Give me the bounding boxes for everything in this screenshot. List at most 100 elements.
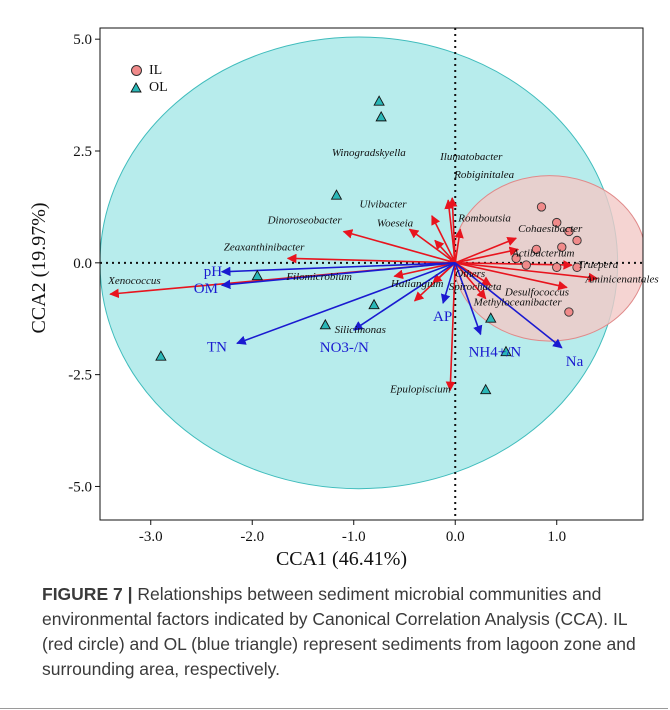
env-label-nh4-n: NH4+/N [469, 344, 522, 360]
species-label-zeaxanthinibacter: Zeaxanthinibacter [224, 241, 305, 253]
point-ol-5 [319, 318, 332, 330]
y-tick-label: -2.5 [68, 368, 92, 384]
species-label-ulvibacter: Ulvibacter [360, 198, 408, 210]
point-il-5 [531, 244, 542, 255]
ellipse-layer [100, 36, 643, 490]
env-arrow-nh4-n [454, 262, 483, 336]
point-il-3 [572, 235, 582, 246]
plot-frame [99, 27, 644, 521]
species-arrow-dinoroseobacter [342, 229, 456, 264]
point-ol-2 [330, 189, 343, 200]
species-label-cohaesibacter: Cohaesibacter [518, 223, 583, 235]
species-label-desulfococcus: Desulfococcus [504, 286, 569, 298]
species-arrow-methyloceanibacter [454, 262, 487, 300]
species-arrow-zeaxanthinibacter [286, 253, 456, 264]
species-arrow-silicimonas [413, 262, 456, 302]
point-il-10 [564, 307, 574, 317]
x-tick-label: -3.0 [139, 529, 163, 545]
species-label-robiginitalea: Robiginitalea [453, 169, 514, 181]
point-ol-3 [251, 269, 264, 281]
y-axis-title: CCA2 (19.97%) [28, 202, 50, 333]
arrow-labels: Xenococcus Zeaxanthinibacter Dinoroseobact… [107, 147, 659, 395]
point-ol-0 [373, 95, 385, 106]
species-arrow-filomicrobium [393, 262, 456, 280]
species-arrow-robiginitalea [447, 197, 458, 263]
species-arrow-ulvibacter [408, 228, 456, 264]
species-arrow-epulopiscium [445, 262, 457, 392]
y-tick-label: 2.5 [73, 144, 92, 160]
legend-label-ol: OL [149, 79, 168, 95]
env-label-ap: AP [433, 309, 452, 325]
figure-label: FIGURE 7 | [42, 584, 133, 604]
species-label-truepera: Truepera [578, 259, 619, 271]
species-label-romboutsia: Romboutsia [457, 212, 511, 224]
species-arrow-cohaesibacter [454, 237, 518, 264]
species-arrow-desulfococcus [455, 262, 568, 291]
environment-arrows [220, 262, 563, 349]
species-label-methyloceanibacter: Methyloceanibacter [473, 297, 563, 309]
caption-text: Relationships between sediment microbial… [42, 584, 636, 679]
point-il-2 [564, 226, 574, 237]
legend-item-ol: OL [128, 79, 168, 96]
env-arrow-no3-n [352, 262, 456, 331]
point-ol-7 [485, 312, 497, 323]
point-ol-4 [368, 298, 380, 310]
species-label-winogradskyella: Winogradskyella [332, 147, 406, 159]
point-ol-8 [500, 345, 512, 357]
legend-circle-marker [130, 65, 142, 76]
point-il-4 [557, 242, 567, 252]
point-il-0 [536, 202, 547, 212]
env-label-tn: TN [207, 339, 227, 355]
species-arrow-winogradskyella [431, 214, 456, 264]
legend-label-il: IL [149, 62, 163, 78]
species-arrow-truepera [455, 260, 573, 270]
species-label-aminicenantales: Aminicenantales [584, 273, 658, 285]
figure-caption: FIGURE 7 | Relationships between sedimen… [42, 582, 642, 682]
species-arrow-aminicenantales [455, 262, 599, 283]
species-label-woeseia: Woeseia [377, 217, 414, 229]
point-ol-1 [375, 110, 387, 122]
env-arrow-ph [220, 262, 456, 277]
y-tick-label: -5.0 [68, 479, 92, 495]
species-label-filomicrobium: Filomicrobium [285, 271, 352, 283]
env-label-ph: pH [204, 264, 223, 280]
point-il-9 [572, 262, 582, 272]
y-tick-label: 0.0 [73, 256, 92, 272]
species-arrow-actibacterium [455, 246, 520, 264]
species-label-silicimonas: Silicimonas [335, 324, 386, 336]
env-label-no3-n: NO3-/N [320, 340, 369, 356]
species-label-xenococcus: Xenococcus [107, 275, 161, 287]
species-label-spirochaeta: Spirochaeta [449, 281, 502, 293]
env-label-om: OM [194, 281, 218, 297]
sample-points [155, 95, 582, 395]
env-arrow-tn [236, 262, 456, 345]
legend: IL OL [128, 62, 168, 96]
species-label-others: Others [455, 268, 485, 280]
point-il-6 [511, 253, 521, 263]
x-tick-label: 1.0 [547, 529, 566, 545]
x-tick-label: -1.0 [342, 529, 366, 545]
env-arrow-ap [440, 262, 456, 304]
x-axis-title: CCA1 (46.41%) [276, 548, 407, 570]
point-il-7 [521, 260, 531, 270]
point-ol-6 [155, 350, 167, 361]
point-ol-9 [479, 383, 492, 395]
species-label-haliangium: Haliangium [390, 278, 444, 290]
env-arrow-na [454, 262, 563, 349]
env-label-na: Na [566, 354, 584, 370]
species-label-epulopiscium: Epulopiscium [389, 383, 451, 395]
legend-triangle-marker [130, 82, 142, 93]
cca-chart: -3.0 -2.0 -1.0 0.0 1.0 -5.0 -2.5 0.0 2.5 5.0 CCA1 … [28, 27, 659, 570]
y-tick-label: 5.0 [73, 32, 92, 48]
x-tick-label: 0.0 [446, 529, 465, 545]
x-tick-label: -2.0 [240, 529, 264, 545]
species-label-actibacterium: Actibacterium [511, 247, 574, 259]
axes: -3.0 -2.0 -1.0 0.0 1.0 -5.0 -2.5 0.0 2.5 5.0 CCA1 … [28, 27, 644, 570]
species-label-dinoroseobacter: Dinoroseobacter [267, 215, 343, 227]
legend-item-il: IL [128, 62, 168, 79]
species-label-ilumatobacter: Ilumatobacter [439, 151, 503, 163]
point-il-1 [552, 217, 562, 228]
point-il-8 [552, 262, 562, 272]
env-arrow-om [220, 262, 456, 290]
